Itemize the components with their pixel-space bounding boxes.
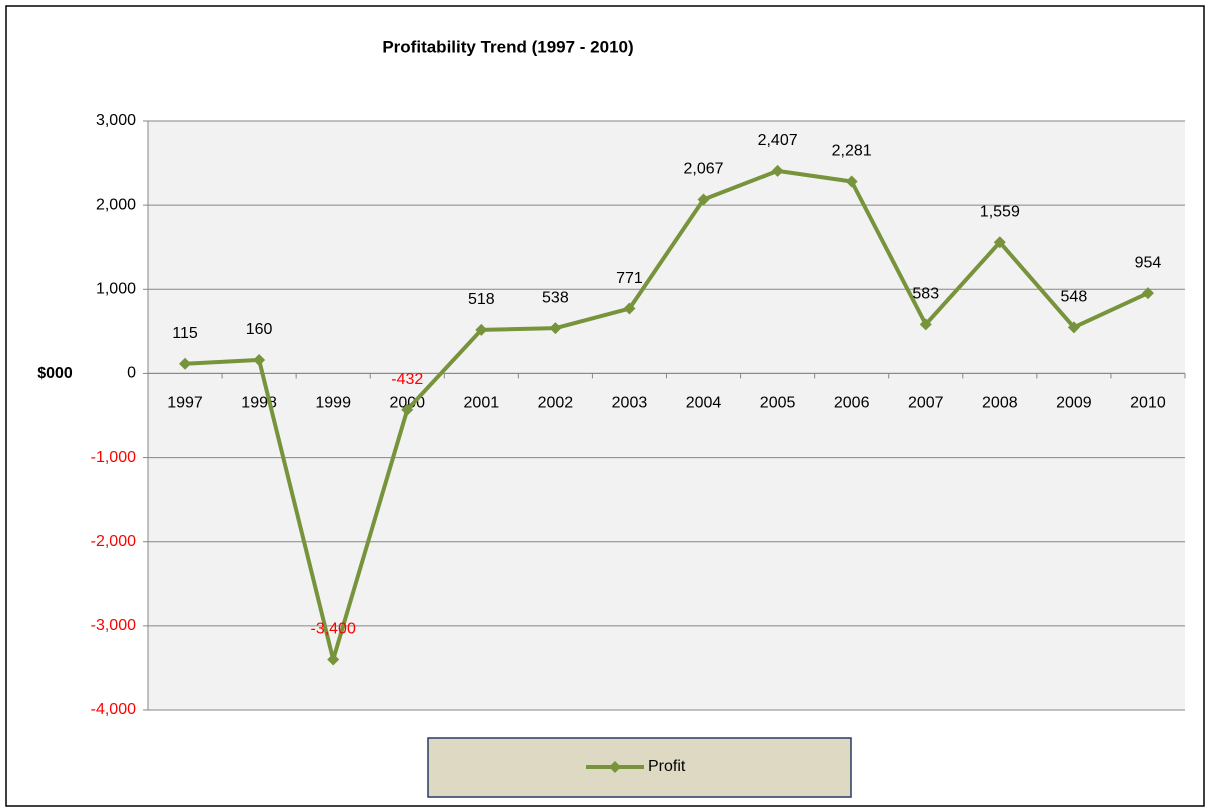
point-marker — [253, 353, 266, 366]
chart-title: Profitability Trend (1997 - 2010) — [382, 37, 633, 56]
legend-marker — [609, 761, 621, 773]
data-label: 583 — [912, 286, 939, 303]
point-marker — [993, 236, 1006, 249]
x-tick-label: 2009 — [1056, 395, 1092, 412]
y-tick-label: 1,000 — [96, 281, 136, 298]
y-tick-label: -3,000 — [91, 617, 136, 634]
x-tick-label: 2002 — [538, 395, 574, 412]
data-label: 115 — [172, 325, 198, 342]
point-marker — [327, 653, 340, 666]
x-tick-label: 1997 — [167, 395, 203, 412]
point-marker — [919, 318, 932, 331]
y-axis-label: $000 — [37, 365, 73, 382]
point-marker — [475, 323, 488, 336]
x-tick-label: 2006 — [834, 395, 870, 412]
point-marker — [771, 164, 784, 177]
point-marker — [697, 193, 710, 206]
data-label: 538 — [542, 289, 569, 306]
series-line — [184, 168, 1149, 662]
data-label: 2,067 — [684, 161, 724, 178]
data-label: 518 — [468, 291, 495, 308]
point-marker — [623, 302, 636, 315]
data-label: 771 — [616, 270, 643, 287]
point-marker — [1141, 287, 1154, 300]
y-tick-label: 3,000 — [96, 112, 136, 129]
y-tick-label: 2,000 — [96, 196, 136, 213]
x-tick-label: 2010 — [1130, 395, 1166, 412]
y-tick-label: -2,000 — [91, 533, 136, 550]
data-label: -432 — [391, 371, 423, 388]
x-tick-label: 1999 — [315, 395, 351, 412]
data-label: 954 — [1135, 254, 1162, 271]
legend-label: Profit — [648, 758, 686, 775]
data-label: 548 — [1061, 289, 1088, 306]
y-tick-label: 0 — [127, 365, 136, 382]
point-marker — [1067, 321, 1080, 334]
point-marker — [845, 175, 858, 188]
data-label: 1,559 — [980, 203, 1020, 220]
plot-area — [148, 121, 1185, 710]
x-tick-label: 2007 — [908, 395, 944, 412]
point-marker — [401, 403, 414, 416]
x-tick-label: 2001 — [464, 395, 500, 412]
y-tick-label: -1,000 — [91, 449, 136, 466]
point-marker — [179, 357, 192, 370]
data-label: -3,400 — [310, 621, 355, 638]
data-label: 160 — [246, 321, 273, 338]
x-tick-label: 2003 — [612, 395, 648, 412]
x-tick-label: 2005 — [760, 395, 796, 412]
x-tick-label: 2008 — [982, 395, 1018, 412]
y-tick-label: -4,000 — [91, 701, 136, 718]
point-marker — [549, 322, 562, 335]
x-tick-label: 2004 — [686, 395, 722, 412]
data-label: 2,407 — [758, 132, 798, 149]
data-label: 2,281 — [832, 143, 872, 160]
